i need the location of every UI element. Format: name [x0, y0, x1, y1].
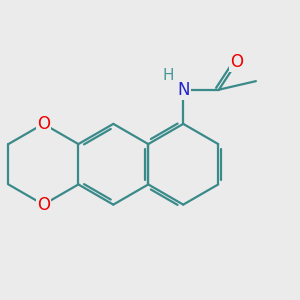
Text: O: O: [230, 53, 243, 71]
Text: H: H: [162, 68, 174, 83]
Text: O: O: [37, 196, 50, 214]
Text: N: N: [177, 81, 190, 99]
Text: O: O: [37, 115, 50, 133]
